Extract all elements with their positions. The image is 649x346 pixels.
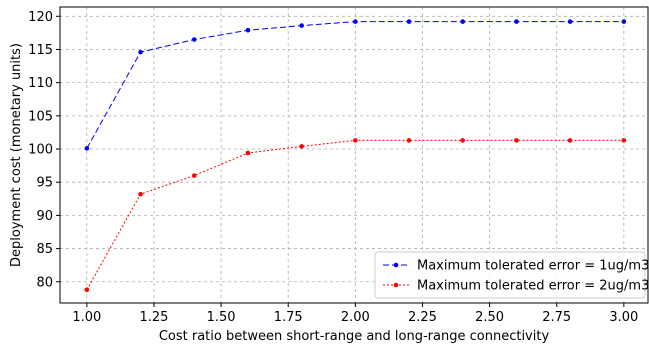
data-point bbox=[460, 19, 466, 24]
data-point bbox=[621, 19, 627, 24]
data-point bbox=[191, 173, 197, 178]
data-point bbox=[621, 138, 627, 143]
y-tick-label: 100 bbox=[28, 143, 53, 158]
data-point bbox=[245, 27, 251, 33]
x-axis-label: Cost ratio between short-range and long-… bbox=[159, 329, 550, 344]
y-tick-label: 95 bbox=[36, 176, 53, 191]
y-tick-label: 115 bbox=[28, 43, 53, 58]
data-point bbox=[353, 19, 358, 24]
data-point bbox=[353, 138, 358, 143]
series-1 bbox=[84, 19, 627, 151]
data-point bbox=[406, 19, 412, 24]
legend-marker bbox=[393, 262, 399, 268]
legend-entry: Maximum tolerated error = 2ug/m3 bbox=[383, 279, 649, 294]
data-point bbox=[299, 144, 304, 149]
legend-entry: Maximum tolerated error = 1ug/m3 bbox=[383, 259, 649, 274]
legend: Maximum tolerated error = 1ug/m3 Maximum … bbox=[374, 251, 649, 299]
x-tick-label: 1.25 bbox=[139, 310, 168, 325]
legend-label: Maximum tolerated error = 1ug/m3 bbox=[417, 259, 649, 274]
x-tick-label: 3.00 bbox=[609, 310, 638, 325]
legend-marker bbox=[393, 282, 399, 288]
plot-frame bbox=[59, 6, 649, 304]
y-tick-label: 85 bbox=[36, 242, 53, 257]
legend-entries: Maximum tolerated error = 1ug/m3 Maximum … bbox=[383, 259, 649, 294]
data-point bbox=[299, 23, 304, 28]
x-axis-ticks: 1.00 1.25 1.50 1.75 2.00 2.25 2.50 2.75 3.00 bbox=[72, 303, 638, 325]
data-point bbox=[406, 138, 412, 143]
y-tick-label: 105 bbox=[28, 109, 53, 124]
x-tick-label: 2.75 bbox=[542, 310, 571, 325]
y-tick-label: 120 bbox=[28, 10, 53, 25]
y-tick-label: 90 bbox=[36, 209, 53, 224]
x-tick-label: 1.50 bbox=[207, 310, 236, 325]
y-tick-label: 80 bbox=[36, 275, 53, 290]
legend-box bbox=[374, 251, 646, 299]
y-tick-label: 110 bbox=[28, 76, 53, 91]
series-2 bbox=[84, 138, 627, 293]
data-point bbox=[84, 146, 90, 151]
data-point bbox=[138, 191, 143, 197]
data-point bbox=[138, 49, 143, 55]
y-axis-ticks: 80 85 90 95 100 105 110 115 120 bbox=[28, 10, 60, 290]
data-point bbox=[245, 150, 251, 156]
data-point bbox=[514, 138, 519, 143]
x-tick-label: 2.25 bbox=[408, 310, 437, 325]
data-point bbox=[567, 19, 573, 24]
y-axis-label: Deployment cost (monetary units) bbox=[9, 43, 24, 267]
data-point bbox=[514, 19, 519, 24]
x-tick-label: 1.75 bbox=[274, 310, 303, 325]
data-point bbox=[460, 138, 466, 143]
x-tick-label: 2.00 bbox=[341, 310, 370, 325]
data-point bbox=[191, 37, 197, 42]
data-point bbox=[84, 287, 90, 293]
x-tick-label: 2.50 bbox=[475, 310, 504, 325]
x-tick-label: 1.00 bbox=[72, 310, 101, 325]
data-point bbox=[567, 138, 573, 143]
legend-label: Maximum tolerated error = 2ug/m3 bbox=[417, 279, 649, 294]
series-layer bbox=[84, 19, 627, 293]
